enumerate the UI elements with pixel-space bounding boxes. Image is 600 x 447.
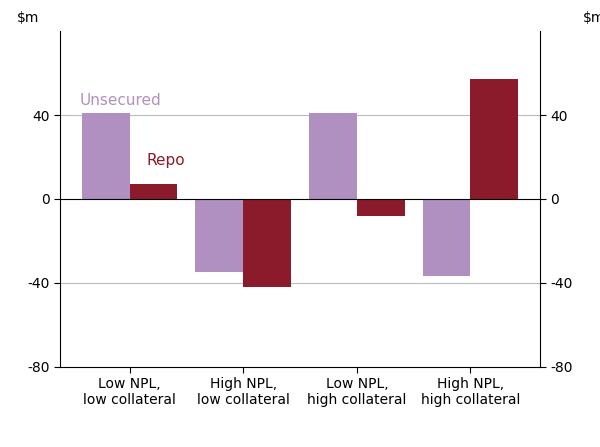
Bar [357,199,404,215]
Text: Unsecured: Unsecured [79,93,161,108]
Text: Repo: Repo [146,153,185,169]
Text: $m: $m [583,11,600,25]
Bar [243,199,291,287]
Bar [309,113,357,199]
Bar [423,199,470,276]
Bar [82,113,130,199]
Bar [196,199,243,272]
Bar [470,80,518,199]
Text: $m: $m [17,11,39,25]
Bar [130,184,177,199]
